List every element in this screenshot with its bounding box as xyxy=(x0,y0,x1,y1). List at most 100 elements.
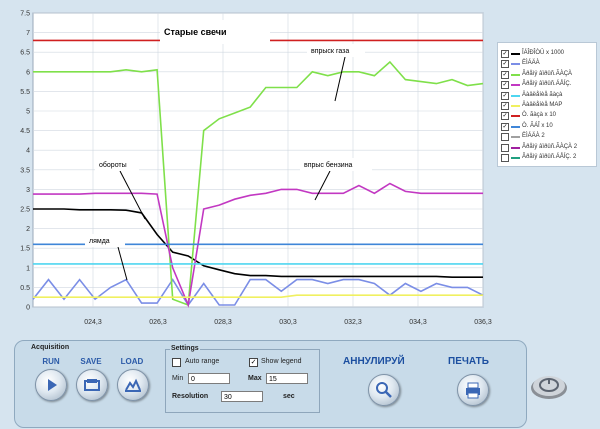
legend-swatch xyxy=(511,84,520,87)
cancel-label: АННУЛИРУЙ xyxy=(343,356,405,367)
y-tick-label: 2.5 xyxy=(20,207,30,214)
show-legend-label: Show legend xyxy=(261,358,302,365)
legend-swatch xyxy=(511,105,520,107)
y-tick-label: 5.5 xyxy=(20,89,30,96)
y-tick-label: 2 xyxy=(26,226,30,233)
legend-label: Âðåìÿ âïðûñ.ÃÀÇÀ xyxy=(522,70,573,77)
print-button[interactable] xyxy=(457,374,489,406)
legend-item[interactable]: ✓ Äàâëåíèå ãàçà xyxy=(501,91,596,100)
tray-icon xyxy=(84,379,100,391)
max-label: Max xyxy=(248,375,262,382)
show-legend-checkbox[interactable]: ✓ xyxy=(249,358,258,367)
legend-item[interactable]: Âðåìÿ âïðûñ.ÁÅÍÇ. 2 xyxy=(501,153,596,162)
legend-swatch xyxy=(511,73,520,76)
legend-item[interactable]: ✓ ÎÁÎÐÎÒÛ x 1000 xyxy=(501,49,596,58)
max-field[interactable]: 15 xyxy=(266,373,308,384)
printer-icon xyxy=(466,382,480,399)
legend-checkbox[interactable] xyxy=(501,133,509,142)
series-line-5 xyxy=(33,294,483,299)
legend-label: Âðåìÿ âïðûñ.ÁÅÍÇ. xyxy=(522,81,572,88)
x-tick-label: 026,3 xyxy=(149,319,167,326)
legend-item[interactable]: ✓ Âðåìÿ âïðûñ.ÃÀÇÀ xyxy=(501,70,596,79)
x-tick-label: 034,3 xyxy=(409,319,427,326)
series-line-3 xyxy=(33,182,483,308)
x-tick-label: 032,3 xyxy=(344,319,362,326)
annotation-box xyxy=(307,44,365,57)
legend-item[interactable]: ✓ Ò. ÃÁÎ x 10 xyxy=(501,122,596,131)
annotation-leader xyxy=(314,170,331,201)
auto-range-checkbox[interactable] xyxy=(172,358,181,367)
legend-swatch xyxy=(511,125,520,128)
legend-checkbox[interactable]: ✓ xyxy=(501,102,509,110)
annotation-leader xyxy=(119,170,146,220)
legend-item[interactable]: ËÌÁÄÀ 2 xyxy=(501,132,596,142)
annotation-box xyxy=(300,158,372,171)
y-tick-label: 4 xyxy=(26,148,30,155)
magnifier-icon xyxy=(376,382,392,398)
load-label: LOAD xyxy=(120,357,144,366)
annotation-label: впрыск газа xyxy=(311,48,349,55)
y-tick-label: 5 xyxy=(26,109,30,116)
legend-item[interactable]: ✓ Äàâëåíèå MAP xyxy=(501,101,596,110)
min-field[interactable]: 0 xyxy=(188,373,230,384)
legend-checkbox[interactable] xyxy=(501,154,509,162)
min-label: Min xyxy=(172,375,184,382)
legend-label: Ò. ãàçà x 10 xyxy=(522,112,557,119)
legend-swatch xyxy=(511,53,520,55)
acquisition-title: Acquisition xyxy=(31,344,70,351)
y-tick-label: 3 xyxy=(26,187,30,194)
legend-label: ËÌÁÄÀ 2 xyxy=(522,133,545,140)
legend-swatch xyxy=(511,146,520,149)
resolution-label: Resolution xyxy=(172,393,209,400)
y-tick-label: 6.5 xyxy=(20,50,30,57)
legend-checkbox[interactable]: ✓ xyxy=(501,91,509,100)
save-button[interactable] xyxy=(76,369,108,401)
legend-checkbox[interactable]: ✓ xyxy=(501,70,509,79)
print-label: ПЕЧАТЬ xyxy=(448,356,489,367)
settings-group: Settings Auto range ✓ Show legend Min 0 … xyxy=(165,345,320,413)
legend-item[interactable]: Âðåìÿ âïðûñ.ÃÀÇÀ 2 xyxy=(501,143,596,152)
legend-checkbox[interactable]: ✓ xyxy=(501,50,509,58)
series-line-0 xyxy=(33,208,483,279)
power-button[interactable] xyxy=(529,371,569,401)
annotation-label: Старые свечи xyxy=(164,27,227,37)
legend-item[interactable]: ✓ Âðåìÿ âïðûñ.ÁÅÍÇ. xyxy=(501,80,596,90)
annotation-box xyxy=(95,158,139,171)
y-tick-label: 0.5 xyxy=(20,285,30,292)
legend-item[interactable]: ✓ Ò. ãàçà x 10 xyxy=(501,111,596,121)
run-label: RUN xyxy=(42,357,60,366)
run-button[interactable] xyxy=(35,369,67,401)
legend-checkbox[interactable]: ✓ xyxy=(501,122,509,131)
y-tick-label: 0 xyxy=(26,305,30,312)
cancel-button[interactable] xyxy=(368,374,400,406)
series-line-2 xyxy=(33,60,484,307)
play-icon xyxy=(48,379,57,391)
x-tick-label: 024,3 xyxy=(84,319,102,326)
chart-load-icon xyxy=(125,378,141,392)
resolution-field[interactable]: 30 xyxy=(221,391,263,402)
x-tick-label: 028,3 xyxy=(214,319,232,326)
load-button[interactable] xyxy=(117,369,149,401)
y-tick-label: 7 xyxy=(26,30,30,37)
x-tick-label: 036,3 xyxy=(474,319,492,326)
legend-checkbox[interactable] xyxy=(501,143,509,152)
annotation-leader xyxy=(334,56,346,102)
legend-label: ÎÁÎÐÎÒÛ x 1000 xyxy=(522,50,565,56)
legend-label: Äàâëåíèå ãàçà xyxy=(522,91,563,98)
settings-title: Settings xyxy=(170,345,200,352)
legend-checkbox[interactable]: ✓ xyxy=(501,112,509,121)
annotation-label: впрыс бензина xyxy=(304,161,353,169)
annotation-box xyxy=(160,20,270,44)
series-line-1 xyxy=(32,278,484,307)
line-chart: 0 0.5 1 1.5 2 2.5 3 3.5 4 4.5 5 5.5 6 6.5 7 7.5 024,3 026… xyxy=(20,10,492,326)
legend-checkbox[interactable]: ✓ xyxy=(501,60,509,69)
resolution-unit: sec xyxy=(283,393,295,400)
y-tick-label: 4.5 xyxy=(20,128,30,135)
legend-item[interactable]: ✓ ËÌÁÄÀ xyxy=(501,59,596,69)
legend-label: Äàâëåíèå MAP xyxy=(522,102,563,108)
legend-label: Âðåìÿ âïðûñ.ÃÀÇÀ 2 xyxy=(522,143,578,150)
legend-swatch xyxy=(511,157,520,159)
legend-checkbox[interactable]: ✓ xyxy=(501,81,509,90)
y-tick-label: 3.5 xyxy=(20,167,30,174)
auto-range-label: Auto range xyxy=(185,358,220,365)
